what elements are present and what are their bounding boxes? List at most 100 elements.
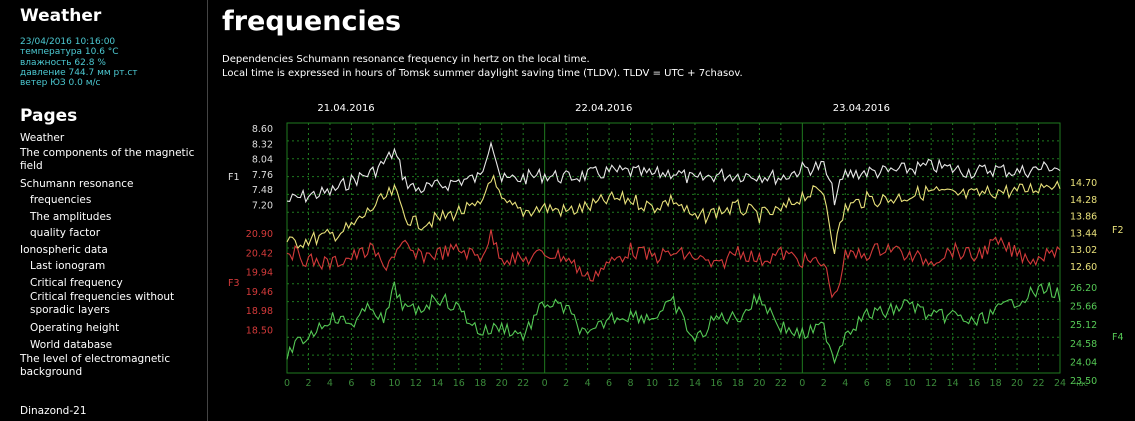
x-tick-label: 14 [947,378,959,389]
weather-humidity: влажность 62.8 % [20,57,106,68]
description-line-2: Local time is expressed in hours of Toms… [222,68,743,79]
x-tick-label: 20 [753,378,765,389]
series-line-f1 [286,140,1061,206]
sidebar: Weather 23/04/2016 10:16:00 температура … [0,0,208,421]
x-tick-label: 20 [496,378,508,389]
x-tick-label: 18 [732,378,744,389]
series-line-f2 [286,174,1061,255]
x-tick-label: 18 [474,378,486,389]
y-tick-f3: 19.46 [246,287,273,298]
y-tick-f2: 13.86 [1070,212,1097,223]
x-tick-label: 22 [775,378,787,389]
weather-title: Weather [20,6,102,26]
series-line-f4 [286,281,1061,365]
y-tick-f2: 14.28 [1070,195,1097,206]
x-tick-label: 4 [585,378,591,389]
x-tick-label: 18 [990,378,1002,389]
date-label: 22.04.2016 [575,103,632,114]
y-tick-f3: 20.90 [246,229,273,240]
menu-item-last-ionogram[interactable]: Last ionogram [30,260,106,272]
y-tick-f1: 8.04 [252,155,273,166]
description-line-1: Dependencies Schumann resonance frequenc… [222,54,590,65]
y-tick-f4: 25.66 [1070,302,1097,313]
x-tick-label: 4 [327,378,333,389]
x-tick-label: 10 [646,378,658,389]
x-tick-label: 0 [542,378,548,389]
x-tick-label: 10 [904,378,916,389]
x-tick-label: 6 [606,378,612,389]
menu-item-operating-height[interactable]: Operating height [30,322,120,334]
weather-timestamp: 23/04/2016 10:16:00 [20,37,116,47]
weather-temperature: температура 10.6 °C [20,47,119,58]
y-tick-f2: 14.70 [1070,178,1097,189]
x-tick-label: 0 [284,378,290,389]
y-tick-f4: 23.50 [1070,376,1097,387]
menu-item-magnetic-components[interactable]: The components of the magnetic field [20,146,195,172]
series-label-f3: F3 [228,278,240,289]
x-tick-label: 22 [517,378,529,389]
x-tick-label: 2 [563,378,569,389]
x-tick-label: 16 [710,378,722,389]
menu-item-world-database[interactable]: World database [30,338,113,351]
pages-menu: Weather The components of the magnetic f… [20,130,200,382]
series-label-f2: F2 [1112,225,1124,236]
menu-item-critical-frequencies-no-sporadic[interactable]: Critical frequencies without sporadic la… [30,291,175,316]
x-tick-label: 14 [689,378,701,389]
y-tick-f4: 26.20 [1070,283,1097,294]
x-tick-label: 24 [1054,378,1066,389]
menu-item-schumann-resonance[interactable]: Schumann resonance [20,177,134,190]
series-label-f4: F4 [1112,332,1124,343]
menu-item-em-background[interactable]: The level of electromagnetic background [20,353,171,378]
x-tick-label: 0 [799,378,805,389]
y-tick-f1: 7.48 [252,185,273,196]
y-tick-f1: 7.20 [252,201,273,212]
x-tick-label: 2 [821,378,827,389]
menu-item-amplitudes[interactable]: The amplitudes [30,210,112,223]
menu-item-quality-factor[interactable]: quality factor [30,227,101,239]
x-tick-label: 12 [410,378,422,389]
x-tick-label: 16 [453,378,465,389]
weather-wind: ветер ЮЗ 0.0 м/с [20,78,101,89]
y-tick-f4: 25.12 [1070,320,1097,331]
x-axis-unit: час [1074,379,1088,388]
y-tick-f1: 7.76 [252,170,273,181]
menu-item-frequencies[interactable]: frequencies [30,194,92,206]
y-tick-f2: 13.44 [1070,228,1097,239]
series-label-f1: F1 [228,172,240,183]
date-label: 21.04.2016 [317,103,374,114]
x-tick-label: 6 [348,378,354,389]
y-tick-f3: 18.50 [246,326,273,337]
x-tick-label: 12 [925,378,937,389]
y-tick-f2: 12.60 [1070,262,1097,273]
x-tick-label: 20 [1011,378,1023,389]
x-tick-label: 8 [628,378,634,389]
x-tick-label: 8 [370,378,376,389]
weather-info: 23/04/2016 10:16:00 температура 10.6 °C … [20,37,138,88]
weather-pressure: давление 744.7 мм рт.ст [20,67,138,78]
x-tick-label: 2 [305,378,311,389]
x-tick-label: 10 [388,378,400,389]
x-tick-label: 14 [431,378,443,389]
x-tick-label: 16 [968,378,980,389]
x-tick-label: 12 [667,378,679,389]
series-line-f3 [286,229,1061,299]
y-tick-f4: 24.04 [1070,357,1097,368]
menu-item-critical-frequency[interactable]: Critical frequency [30,276,123,289]
y-tick-f1: 8.60 [252,124,273,135]
footer-label: Dinazond-21 [20,405,87,417]
y-tick-f3: 20.42 [246,248,273,259]
y-tick-f4: 24.58 [1070,339,1097,350]
x-tick-label: 6 [864,378,870,389]
x-tick-label: 4 [842,378,848,389]
y-tick-f2: 13.02 [1070,245,1097,256]
y-tick-f1: 8.32 [252,139,273,150]
page-title: frequencies [222,6,402,37]
y-tick-f3: 19.94 [246,268,273,279]
y-tick-f3: 18.98 [246,306,273,317]
menu-item-ionospheric-data[interactable]: Ionospheric data [20,243,108,256]
date-label: 23.04.2016 [833,103,890,114]
x-tick-label: 22 [1032,378,1044,389]
x-tick-label: 8 [885,378,891,389]
menu-item-weather[interactable]: Weather [20,132,65,144]
